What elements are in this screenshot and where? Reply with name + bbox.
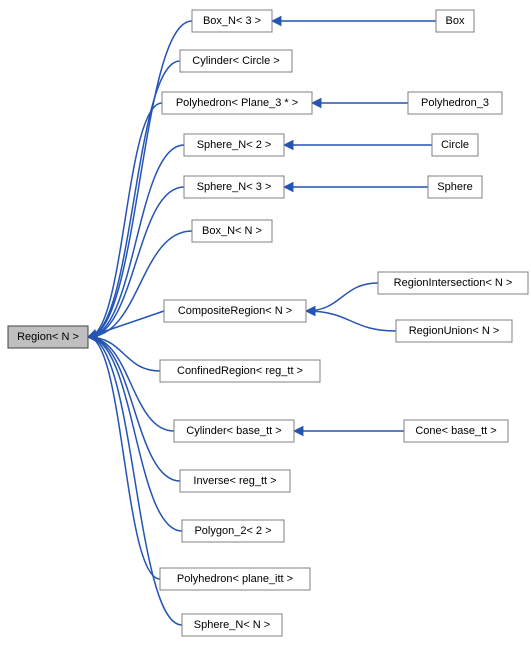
node-spheren[interactable]: Sphere_N< N > [182,614,282,636]
nodes: Region< N > Box_N< 3 > Cylinder< Circle > P… [8,10,528,636]
node-label: Polyhedron< Plane_3 * > [176,97,298,109]
node-label: Circle [441,139,469,151]
node-cone[interactable]: Cone< base_tt > [404,420,508,442]
node-label: Region< N > [17,331,79,343]
edge [88,311,164,337]
node-sphere3[interactable]: Sphere_N< 3 > [184,176,284,198]
node-label: Box_N< 3 > [203,15,261,27]
node-label: ConfinedRegion< reg_tt > [177,365,303,377]
node-sphere[interactable]: Sphere [428,176,482,198]
node-boxnn[interactable]: Box_N< N > [192,220,272,242]
node-polyitt[interactable]: Polyhedron< plane_itt > [160,568,310,590]
edge [306,283,378,311]
node-label: Polyhedron< plane_itt > [177,573,293,585]
node-label: Cone< base_tt > [415,425,496,437]
node-label: Box [446,15,465,27]
node-label: CompositeRegion< N > [178,305,292,317]
node-label: Cylinder< Circle > [192,55,279,67]
node-cylbase[interactable]: Cylinder< base_tt > [174,420,294,442]
node-label: Sphere_N< N > [194,619,270,631]
node-cylcircle[interactable]: Cylinder< Circle > [180,50,292,72]
node-confined[interactable]: ConfinedRegion< reg_tt > [160,360,320,382]
node-polyplane3[interactable]: Polyhedron< Plane_3 * > [162,92,312,114]
inheritance-diagram: Region< N > Box_N< 3 > Cylinder< Circle > P… [0,0,531,645]
edge [88,337,160,579]
node-label: Sphere [437,181,472,193]
node-label: Polyhedron_3 [421,97,489,109]
node-label: RegionIntersection< N > [394,277,513,289]
node-label: Sphere_N< 3 > [197,181,272,193]
node-label: Sphere_N< 2 > [197,139,272,151]
node-label: Inverse< reg_tt > [193,475,276,487]
node-regint[interactable]: RegionIntersection< N > [378,272,528,294]
edge [306,311,396,331]
node-label: Polygon_2< 2 > [194,525,271,537]
node-sphere2[interactable]: Sphere_N< 2 > [184,134,284,156]
node-label: Box_N< N > [202,225,262,237]
node-label: RegionUnion< N > [409,325,500,337]
edge [88,21,192,337]
node-composite[interactable]: CompositeRegion< N > [164,300,306,322]
node-regunion[interactable]: RegionUnion< N > [396,320,512,342]
node-inverse[interactable]: Inverse< reg_tt > [180,470,290,492]
node-boxn3[interactable]: Box_N< 3 > [192,10,272,32]
node-label: Cylinder< base_tt > [186,425,281,437]
edge [88,337,180,481]
node-circle[interactable]: Circle [432,134,478,156]
node-polygon2[interactable]: Polygon_2< 2 > [182,520,284,542]
node-poly3[interactable]: Polyhedron_3 [408,92,502,114]
node-region[interactable]: Region< N > [8,326,88,348]
node-box[interactable]: Box [436,10,474,32]
